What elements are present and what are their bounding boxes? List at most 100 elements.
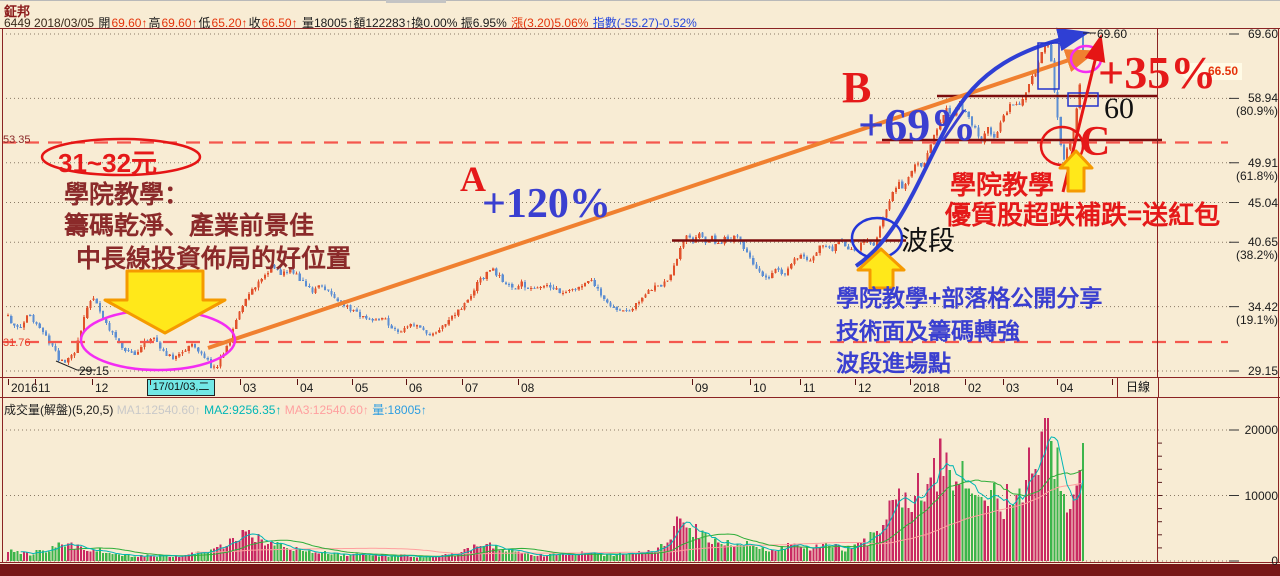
window-top-edge bbox=[0, 0, 1280, 1]
date-tick bbox=[297, 379, 298, 385]
date-tick bbox=[406, 379, 407, 385]
date-tick-label: 12 bbox=[95, 381, 109, 395]
wave-b-gain: +69% bbox=[858, 99, 977, 150]
volume-header-segment: MA1:12540.60↑ bbox=[116, 403, 201, 417]
quote-segment: 66.50↑ bbox=[261, 16, 298, 30]
academy-note-line1: 學院教學 bbox=[950, 170, 1055, 200]
quote-segment: 漲(3.20)5.06% bbox=[511, 16, 592, 30]
date-tick-label: 10 bbox=[753, 381, 767, 395]
date-band-bottom-border bbox=[0, 397, 1280, 398]
date-tick-label: 2016 bbox=[11, 381, 38, 395]
date-tick bbox=[1003, 379, 1004, 385]
stock-name: 鉦邦 bbox=[4, 4, 31, 19]
bottom-status-strip bbox=[0, 564, 1280, 576]
quote-segment: 低 bbox=[198, 16, 211, 30]
date-tick bbox=[910, 379, 911, 385]
date-tick-label: 2018 bbox=[913, 381, 940, 395]
quote-segment: 收 bbox=[248, 16, 261, 30]
entry-note-line1: 學院教學+部落格公開分享 bbox=[836, 285, 1103, 311]
volume-axis-divider bbox=[1157, 398, 1158, 563]
right-border bbox=[1278, 28, 1279, 563]
price-axis-divider bbox=[1157, 28, 1158, 377]
quote-segment: 指數(-55.27)-0.52% bbox=[592, 16, 697, 30]
volume-header-segment: MA3:12540.60↑ bbox=[281, 403, 369, 417]
date-tick-label: 02 bbox=[968, 381, 982, 395]
volume-header-segment: 量:18005↑ bbox=[368, 403, 427, 417]
quote-segment: 高 bbox=[148, 16, 161, 30]
highlighted-date-label: 17/01/03,二 bbox=[147, 379, 215, 396]
volume-axis-label: 10000 bbox=[1244, 488, 1278, 503]
quote-segment: 開 bbox=[98, 16, 111, 30]
quote-segment: 69.60↑ bbox=[161, 16, 198, 30]
price-axis-label: 45.04 bbox=[1247, 195, 1278, 210]
buy-zone-label: 31~32元 bbox=[58, 148, 158, 178]
entry-note-line3: 波段進場點 bbox=[836, 350, 951, 376]
date-tick-label: 12 bbox=[858, 381, 872, 395]
date-tick-label: 03 bbox=[243, 381, 257, 395]
wave-b-label: B bbox=[842, 63, 872, 112]
price-axis-label: 40.65 bbox=[1247, 235, 1278, 250]
header-divider bbox=[0, 28, 1280, 29]
date-tick bbox=[800, 379, 801, 385]
date-tick-label: 11 bbox=[38, 381, 51, 395]
volume-axis-label: 20000 bbox=[1244, 423, 1278, 437]
price-axis-label: 49.91 bbox=[1247, 155, 1278, 170]
date-tick bbox=[240, 379, 241, 385]
left-price-label: 31.76 bbox=[3, 337, 31, 349]
high-price-callout: 69.60 bbox=[1097, 27, 1128, 41]
volume-header-segment: MA2:9256.35↑ bbox=[200, 403, 282, 417]
wave-c-label: C bbox=[1080, 119, 1111, 165]
wave-entry-label: 波段 bbox=[901, 226, 955, 256]
date-tick-label: 08 bbox=[521, 381, 535, 395]
date-tick bbox=[965, 379, 966, 385]
wave-a-label: A bbox=[460, 159, 486, 199]
left-border bbox=[2, 28, 3, 563]
date-tick bbox=[352, 379, 353, 385]
date-tick bbox=[8, 379, 9, 385]
period-selector[interactable]: 日線 bbox=[1117, 378, 1159, 397]
drawn-annotations bbox=[2, 27, 1228, 372]
date-tick bbox=[150, 379, 151, 385]
left-price-label: 53.35 bbox=[3, 134, 31, 146]
resistance-60-label: 60 bbox=[1104, 92, 1134, 125]
price-axis-label: 58.94 bbox=[1247, 91, 1278, 106]
date-tick bbox=[1057, 379, 1058, 385]
quote-segment: 65.20↑ bbox=[211, 16, 248, 30]
date-tick-label: 06 bbox=[409, 381, 423, 395]
volume-header-segment: 成交量(解盤)(5,20,5) bbox=[4, 403, 117, 417]
date-tick bbox=[462, 379, 463, 385]
fib-percent-label: (38.2%) bbox=[1235, 248, 1278, 263]
date-tick-label: 05 bbox=[355, 381, 369, 395]
fib-percent-label: (19.1%) bbox=[1235, 312, 1278, 327]
window-title-fragment bbox=[386, 0, 446, 3]
price-axis-label: 34.42 bbox=[1247, 299, 1278, 314]
date-tick bbox=[855, 379, 856, 385]
quote-segment: 69.60↑ bbox=[111, 16, 148, 30]
price-axis-label: 69.60 bbox=[1247, 27, 1278, 41]
date-axis: 17/01/03,二 2016 11 12 03 04 05 06 07 08 09 10 11 12 2… bbox=[0, 378, 1280, 397]
fib-percent-label: (80.9%) bbox=[1235, 104, 1278, 119]
low-price-callout: 29.15 bbox=[79, 364, 110, 378]
teaching-note-line3: 中長線投資佈局的好位置 bbox=[76, 245, 352, 273]
academy-note-line2: 優質股超跌補跌=送紅包 bbox=[945, 200, 1221, 230]
current-price-tag: 66.50 bbox=[1178, 63, 1242, 80]
teaching-note-line2: 籌碼乾淨、產業前景佳 bbox=[64, 212, 315, 240]
date-tick-label: 11 bbox=[803, 381, 816, 395]
volume-bottom-border bbox=[0, 562, 1280, 563]
volume-ma-lines bbox=[20, 436, 1084, 558]
date-tick bbox=[92, 379, 93, 385]
quote-segment: 量18005↑額122283↑換0.00% 振6.95% bbox=[298, 16, 511, 30]
date-tick bbox=[692, 379, 693, 385]
quote-header: 6449 2018/03/05 開69.60↑高69.60↑低65.20↑收66… bbox=[4, 14, 698, 31]
volume-axis-label: 0 bbox=[1271, 554, 1278, 568]
date-tick-label: 07 bbox=[465, 381, 479, 395]
date-tick-label: 04 bbox=[300, 381, 314, 395]
wave-a-gain: +120% bbox=[482, 181, 611, 227]
quote-segment: 6449 2018/03/05 bbox=[4, 16, 98, 30]
teaching-note-line1: 學院教學： bbox=[64, 181, 190, 209]
volume-series bbox=[6, 418, 1085, 561]
price-axis-label: 29.15 bbox=[1247, 364, 1278, 378]
date-tick bbox=[1112, 379, 1113, 385]
